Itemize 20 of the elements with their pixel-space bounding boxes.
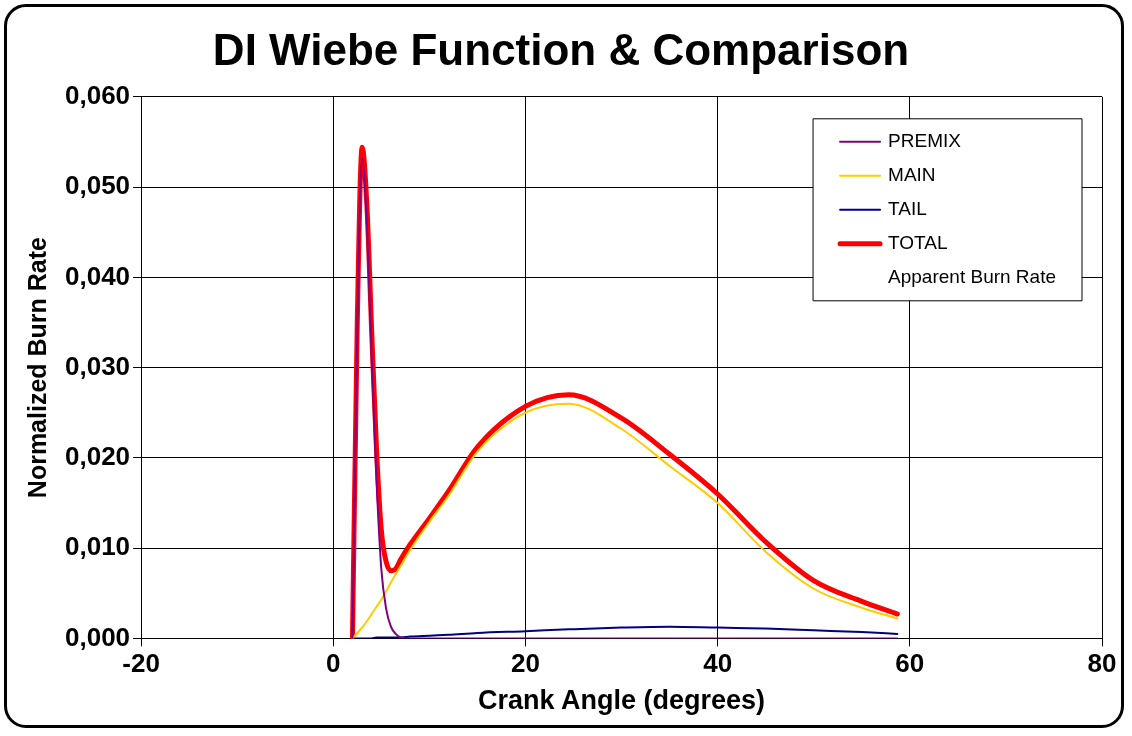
y-axis-title: Normalized Burn Rate [22,236,51,499]
y-tick-label: 0,060 [64,79,131,110]
x-tick-label: 20 [510,648,540,679]
legend-label: PREMIX [888,130,962,152]
x-tick-label: 40 [703,648,733,679]
line-series [351,402,899,639]
legend-label: TAIL [888,198,927,220]
chart-title: DI Wiebe Function & Comparison [212,24,910,74]
x-tick-label: 0 [326,648,341,679]
y-tick-label: 0,050 [64,170,131,201]
text: Apparent Burn Rate [888,266,1057,288]
x-axis-title: Crank Angle (degrees) [477,685,766,716]
y-tick-label: 0,010 [64,531,131,562]
y-tick-label: 0,030 [64,350,131,381]
legend-label: TOTAL [888,232,948,254]
x-tick-label: 60 [895,648,925,679]
y-tick-label: 0,040 [64,260,131,291]
legend-label: MAIN [888,164,936,186]
x-tick-label: 80 [1087,648,1117,679]
y-tick-label: 0,020 [64,441,131,472]
